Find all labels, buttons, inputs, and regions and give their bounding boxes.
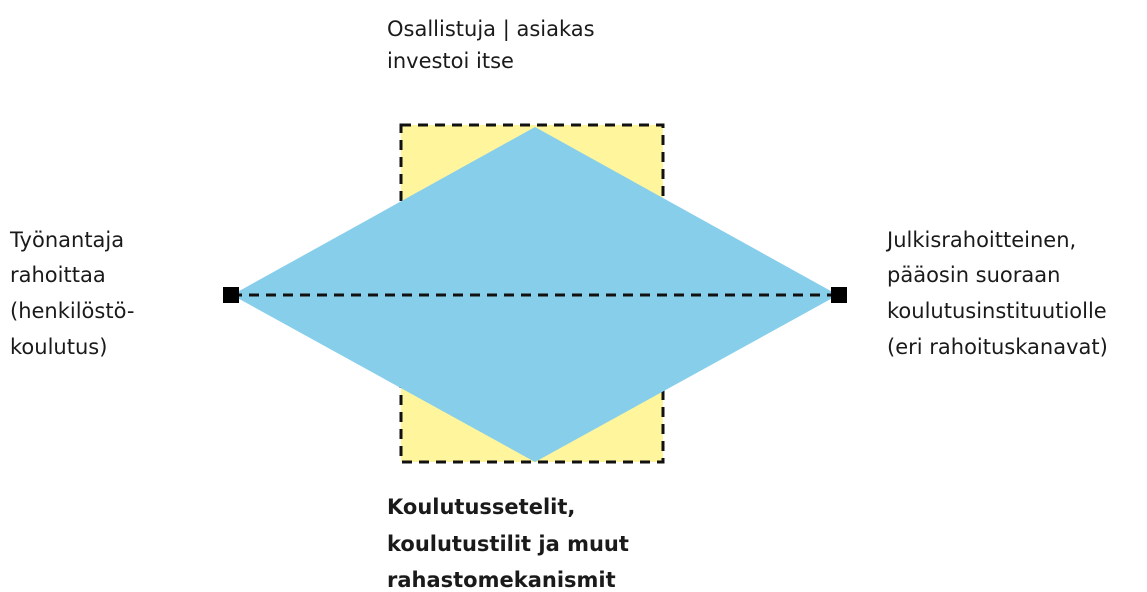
label: koulutus): [10, 335, 107, 359]
label: Julkisrahoitteinen,: [885, 228, 1076, 252]
label: koulutusinstituutiolle: [887, 299, 1107, 323]
diamond: [232, 127, 838, 462]
label: Työnantaja: [9, 228, 124, 252]
endpoint: [831, 287, 847, 303]
label: investoi itse: [387, 49, 514, 73]
label: Koulutussetelit,: [387, 495, 575, 519]
label: Osallistuja | asiakas: [387, 17, 595, 42]
label: (eri rahoituskanavat): [887, 335, 1108, 359]
endpoint: [223, 287, 239, 303]
label: koulutustilit ja muut: [387, 532, 629, 556]
label: rahoittaa: [10, 263, 106, 287]
label: rahastomekanismit: [387, 568, 616, 592]
label: pääosin suoraan: [887, 263, 1060, 287]
label: (henkilöstö-: [10, 299, 134, 323]
